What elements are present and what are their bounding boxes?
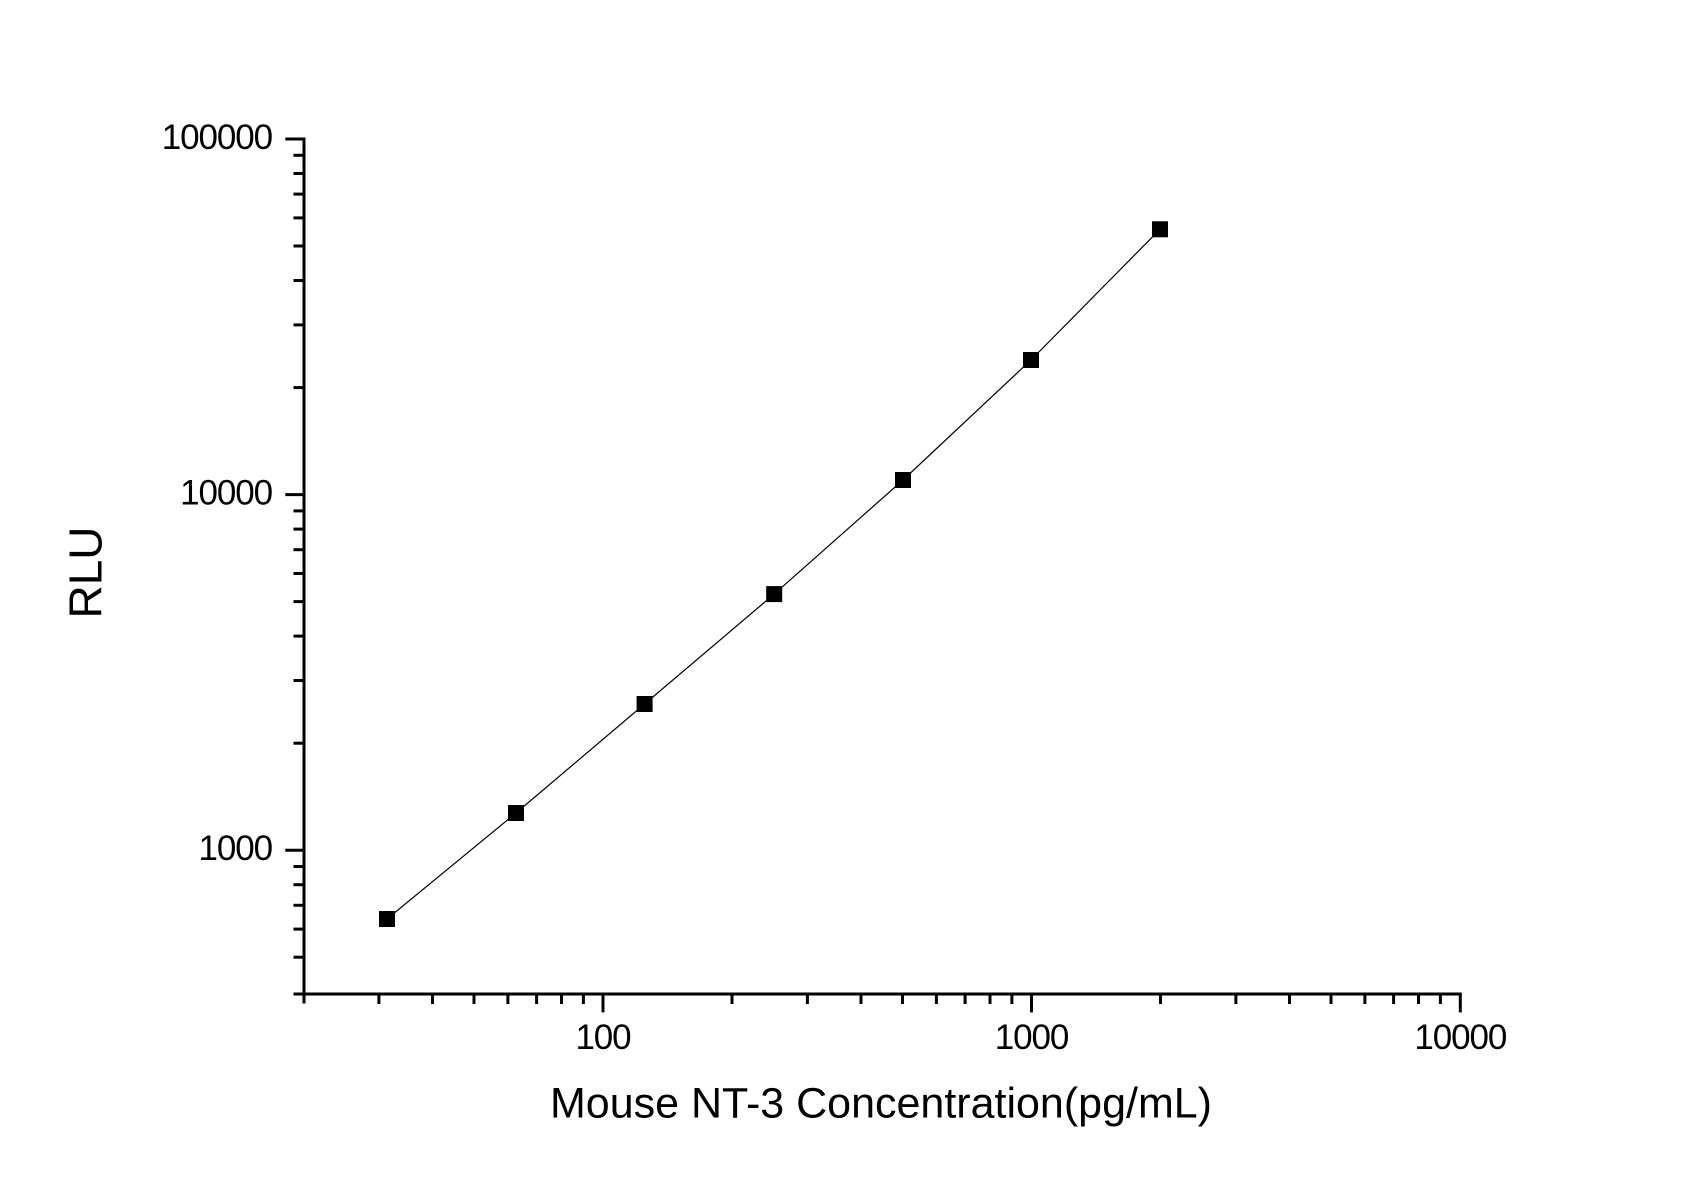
svg-text:RLU: RLU <box>60 526 112 618</box>
svg-text:10000: 10000 <box>1414 1018 1506 1057</box>
svg-text:100: 100 <box>575 1018 631 1057</box>
svg-text:Mouse NT-3 Concentration(pg/mL: Mouse NT-3 Concentration(pg/mL) <box>550 1080 1212 1128</box>
svg-text:100000: 100000 <box>162 118 273 157</box>
svg-text:1000: 1000 <box>995 1018 1069 1057</box>
svg-text:10000: 10000 <box>180 474 272 513</box>
svg-text:1000: 1000 <box>199 829 273 868</box>
